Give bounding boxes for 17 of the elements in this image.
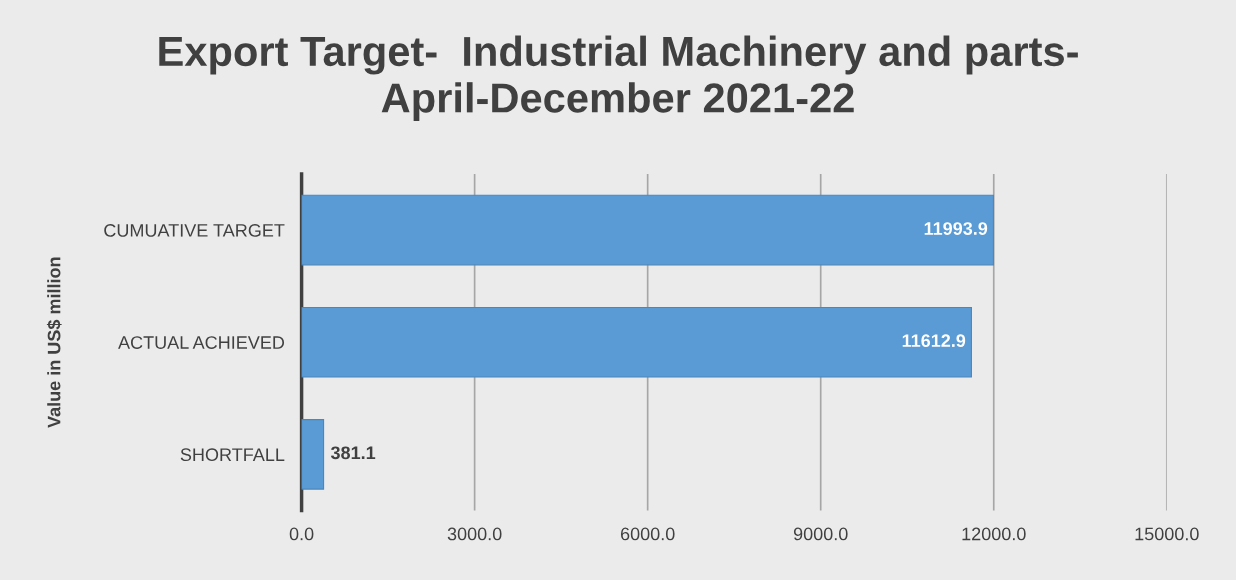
x-tick-label: 0.0 [289,527,314,541]
bar [301,194,994,266]
bar [301,306,972,378]
x-tick-label: 15000.0 [1135,527,1199,541]
x-tick-label: 6000.0 [620,527,675,541]
data-label: 381.1 [330,446,376,460]
data-label: 11993.9 [924,222,988,235]
x-tick-label: 12000.0 [962,527,1026,541]
y-axis-title: Value in US$ million [46,257,62,428]
bar [301,419,325,490]
chart-title: Export Target- Industrial Machinery and parts- April-December 2021-22 [159,35,1078,122]
x-tick-label: 9000.0 [793,527,848,541]
y-tick-label: SHORTFALL [180,448,285,462]
y-tick-label: CUMUATIVE TARGET [104,224,285,237]
data-label: 11612.9 [902,334,966,348]
x-tick-label: 3000.0 [447,527,502,541]
y-tick-label: ACTUAL ACHIEVED [118,336,285,349]
